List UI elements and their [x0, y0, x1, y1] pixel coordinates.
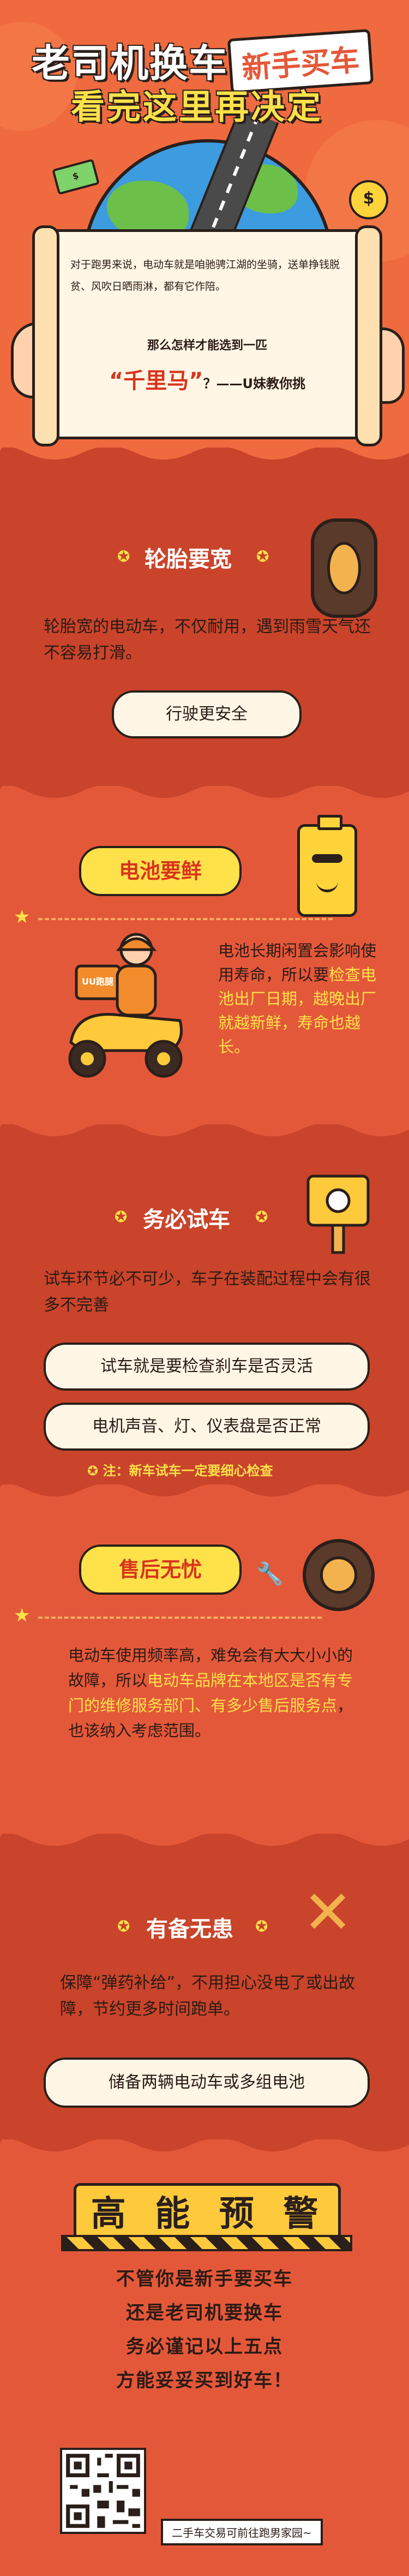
- wave-divider: [0, 448, 409, 460]
- note-text: 注：新车试车一定要细心检查: [103, 1463, 273, 1478]
- section-paragraph: 电动车使用频率高，难免会有大大小小的故障，所以电动车品牌在本地区是否有专门的维修…: [68, 1643, 363, 1743]
- warning-line: 不管你是新手要买车: [116, 2268, 293, 2290]
- title-line2: 看完这里再决定: [71, 87, 323, 127]
- section-test: ✪ 务必试车 ✪ 试车环节必不可少，车子在装配过程中会有很多不完善 试车就是要检…: [0, 1124, 409, 1484]
- cross-wrench-icon: ✕: [303, 1877, 353, 1947]
- section-paragraph: 保障“弹药补给”，不用担心没电了或出故障，节约更多时间跑单。: [60, 1973, 356, 2019]
- warning-line: 方能妥妥买到好车！: [116, 2370, 293, 2392]
- star-icon: ✪: [117, 547, 130, 565]
- question-highlight: “千里马”: [109, 368, 203, 393]
- scooter-logo: UU跑腿: [82, 976, 113, 987]
- section-battery: 电池要鲜 ★ UU跑腿 电池长期闲置会影响使用寿命，所以要检查电池出厂日期，越晚…: [0, 786, 409, 1124]
- coin-icon: $: [349, 180, 388, 219]
- dashed-line: [38, 1617, 322, 1619]
- wave-divider: [0, 1124, 409, 1136]
- money-bill-icon: $: [52, 158, 100, 195]
- check-motor-button[interactable]: 电机声音、灯、仪表盘是否正常: [44, 1403, 370, 1451]
- question-line2: “千里马”？——U妹教你挑: [49, 363, 366, 395]
- warning-line: 还是老司机要换车: [126, 2302, 283, 2324]
- section-service: 售后无忧 ★ 🔧 电动车使用频率高，难免会有大大小小的故障，所以电动车品牌在本地…: [0, 1484, 409, 1834]
- title-line1: 老司机换车: [32, 41, 228, 86]
- question-line1: 那么怎样才能选到一匹: [147, 339, 267, 353]
- wave-divider: [0, 2139, 409, 2151]
- section-title: 务必试车: [143, 1207, 230, 1232]
- warning-char: 高: [91, 2194, 126, 2234]
- section-paragraph: 电池长期闲置会影响使用寿命，所以要检查电池出厂日期，越晚出厂就越新鲜，寿命也越长…: [218, 939, 382, 1059]
- section-title: 售后无忧: [79, 1545, 242, 1595]
- check-brakes-button[interactable]: 试车就是要检查刹车是否灵活: [44, 1343, 370, 1391]
- star-icon: ✪: [117, 1917, 130, 1935]
- battery-mascot-icon: [297, 815, 357, 917]
- star-icon: ✪: [256, 547, 269, 565]
- star-icon: ✪: [255, 1208, 268, 1226]
- warning-title: 高 能 预 警: [76, 2186, 333, 2236]
- wave-divider: [0, 1834, 409, 1846]
- dashed-line: [38, 918, 333, 920]
- section-paragraph: 轮胎宽的电动车，不仅耐用，遇到雨雪天气还不容易打滑。: [44, 617, 371, 663]
- intro-text: 对于跑男来说，电动车就是咱驰骋江湖的坐骑，送单挣钱脱贫、风吹日晒雨淋，都有它作陪…: [70, 259, 340, 293]
- para-plain: 电池长期闲置会影响使用寿命，所以要: [218, 941, 377, 984]
- wheel-icon: [303, 1539, 375, 1611]
- warning-char: 预: [219, 2194, 254, 2234]
- warning-lines: 不管你是新手要买车 还是老司机要换车 务必谨记以上五点 方能妥妥买到好车！: [0, 2262, 409, 2398]
- warning-char: 警: [283, 2194, 318, 2234]
- section-tire: ✪ 轮胎要宽 ✪ 轮胎宽的电动车，不仅耐用，遇到雨雪天气还不容易打滑。 行驶更安…: [0, 448, 409, 786]
- warning-char: 能: [155, 2194, 190, 2234]
- safety-button[interactable]: 行驶更安全: [112, 690, 302, 738]
- para-plain: ，也该纳入考虑范围。: [68, 1696, 353, 1740]
- star-icon: ✪: [115, 1208, 128, 1226]
- section-title: 轮胎要宽: [145, 547, 232, 572]
- scooter-rider-icon: [68, 933, 183, 1078]
- wave-divider: [0, 786, 409, 798]
- star-icon: ★: [14, 906, 31, 928]
- wave-divider: [0, 1484, 409, 1496]
- star-icon: ✪: [87, 1463, 103, 1478]
- warning-banner: [74, 2183, 341, 2240]
- section-paragraph: 试车环节必不可少，车子在装配过程中会有很多不完善: [44, 1269, 371, 1315]
- star-icon: ✪: [255, 1917, 268, 1935]
- traffic-sign-icon: [306, 1174, 370, 1254]
- header-banner: 老司机换车 新手买车 看完这里再决定 $ $ 对于跑男来说，电动车就是咱驰骋江湖…: [0, 0, 409, 448]
- wrench-icon: 🔧: [256, 1561, 284, 1587]
- warning-line: 务必谨记以上五点: [126, 2336, 283, 2358]
- hazard-stripe: [61, 2235, 352, 2251]
- section-warning: 高 能 预 警 不管你是新手要买车 还是老司机要换车 务必谨记以上五点 方能妥妥…: [0, 2139, 409, 2576]
- section-title: 有备无患: [146, 1917, 233, 1942]
- question-tail: ？——U妹教你挑: [203, 376, 306, 391]
- para-highlight: 检查电池出厂日期，越晚出厂就越新鲜，寿命也越长。: [218, 965, 377, 1056]
- backup-battery-button[interactable]: 储备两辆电动车或多组电池: [44, 2058, 370, 2108]
- qr-code-icon[interactable]: [60, 2448, 146, 2534]
- star-icon: ★: [14, 1605, 31, 1626]
- qr-caption: 二手车交易可前往跑男家园~: [161, 2519, 323, 2545]
- section-backup: ✪ 有备无患 ✪ ✕ 保障“弹药补给”，不用担心没电了或出故障，节约更多时间跑单…: [0, 1834, 409, 2139]
- para-highlight: 电动车品牌在本地区是否有专门的维修服务部门、有多少售后服务点: [68, 1671, 353, 1715]
- section-title: 电池要鲜: [79, 846, 242, 896]
- para-plain: 电动车使用频率高，难免会有大大小小的故障，所以: [68, 1646, 353, 1690]
- intro-scroll: 对于跑男来说，电动车就是咱驰骋江湖的坐骑，送单挣钱脱贫、风吹日晒雨淋，都有它作陪…: [32, 225, 382, 446]
- test-note: ✪ 注：新车试车一定要细心检查: [87, 1460, 273, 1479]
- tire-icon: [311, 518, 377, 618]
